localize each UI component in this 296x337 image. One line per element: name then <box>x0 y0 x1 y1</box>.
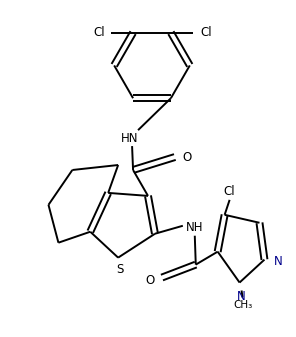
Text: Cl: Cl <box>224 185 235 198</box>
Text: N: N <box>274 255 283 268</box>
Text: O: O <box>182 151 192 163</box>
Text: CH₃: CH₃ <box>233 300 252 310</box>
Text: S: S <box>116 263 124 276</box>
Text: N: N <box>237 290 246 303</box>
Text: HN: HN <box>121 132 139 145</box>
Text: O: O <box>145 274 155 287</box>
Text: Cl: Cl <box>200 26 212 39</box>
Text: NH: NH <box>186 221 204 234</box>
Text: Cl: Cl <box>94 26 105 39</box>
